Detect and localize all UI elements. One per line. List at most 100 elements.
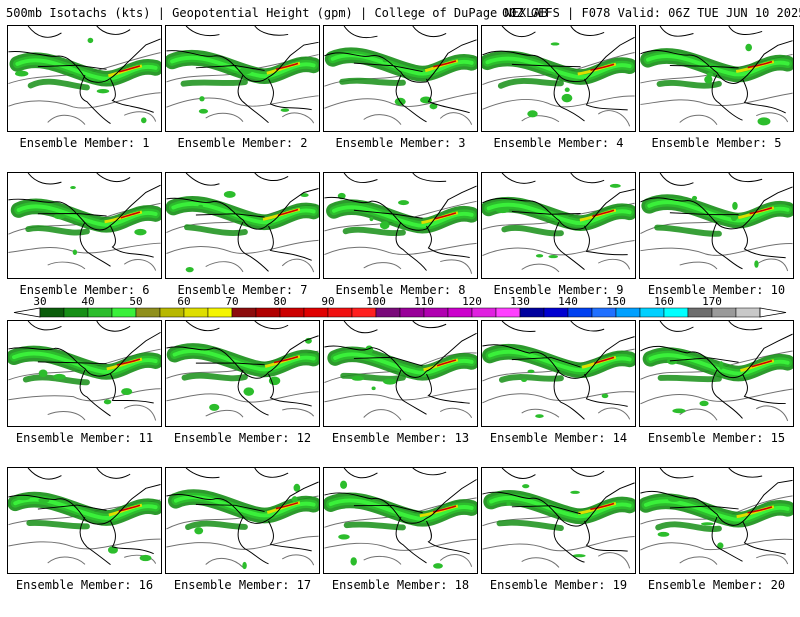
ensemble-member-map xyxy=(7,320,162,427)
ensemble-member-label: Ensemble Member: 5 xyxy=(651,136,782,150)
colorbar-segment xyxy=(735,307,761,318)
colorbar-segment xyxy=(135,307,161,318)
ensemble-member-panel: Ensemble Member: 16 xyxy=(7,467,162,617)
ensemble-member-map xyxy=(639,320,794,427)
jet-stream-isotachs xyxy=(8,491,161,562)
jet-stream-isotachs xyxy=(9,37,161,124)
ensemble-member-map xyxy=(639,172,794,279)
colorbar-tick-label: 60 xyxy=(177,295,191,308)
coastline-outline xyxy=(166,468,319,565)
colorbar-segment xyxy=(87,307,113,318)
ensemble-member-label: Ensemble Member: 15 xyxy=(647,431,786,445)
coastline-outline xyxy=(166,321,319,416)
colorbar-segment xyxy=(399,307,425,318)
title-bar: 500mb Isotachs (kts) | Geopotential Heig… xyxy=(0,0,800,24)
ensemble-member-panel: Ensemble Member: 13 xyxy=(323,320,478,470)
colorbar-segment xyxy=(255,307,281,318)
colorbar-tick-label: 70 xyxy=(225,295,239,308)
ensemble-member-label: Ensemble Member: 20 xyxy=(647,578,786,592)
ensemble-member-label: Ensemble Member: 14 xyxy=(489,431,628,445)
ensemble-member-label: Ensemble Member: 2 xyxy=(177,136,308,150)
coastline-outline xyxy=(482,321,635,420)
ensemble-member-label: Ensemble Member: 3 xyxy=(335,136,466,150)
ensemble-member-label: Ensemble Member: 7 xyxy=(177,283,308,297)
colorbar-tick-label: 50 xyxy=(129,295,143,308)
coastline-outline xyxy=(324,321,477,415)
ensemble-member-label: Ensemble Member: 13 xyxy=(331,431,470,445)
colorbar-segment xyxy=(63,307,89,318)
ensemble-member-map xyxy=(639,25,794,132)
colorbar-segment xyxy=(279,307,305,318)
colorbar-segment xyxy=(231,307,257,318)
coastline-outline xyxy=(324,26,477,123)
ensemble-member-label: Ensemble Member: 18 xyxy=(331,578,470,592)
colorbar-segment xyxy=(495,307,521,318)
colorbar-tick-label: 120 xyxy=(462,295,482,308)
jet-stream-isotachs xyxy=(483,484,635,558)
colorbar-segment xyxy=(423,307,449,318)
colorbar-segment xyxy=(591,307,617,318)
coastline-outline xyxy=(482,26,635,122)
colorbar-segment xyxy=(615,307,641,318)
colorbar-tick-label: 90 xyxy=(321,295,335,308)
jet-stream-isotachs xyxy=(8,345,161,405)
ensemble-member-map xyxy=(165,467,320,574)
ensemble-member-map xyxy=(165,172,320,279)
ensemble-member-label: Ensemble Member: 12 xyxy=(173,431,312,445)
jet-stream-isotachs xyxy=(10,186,161,255)
jet-stream-isotachs xyxy=(482,343,635,418)
colorbar-segment xyxy=(471,307,497,318)
colorbar-segment xyxy=(687,307,713,318)
jet-stream-isotachs xyxy=(482,42,635,118)
ensemble-member-map xyxy=(323,25,478,132)
colorbar-max-arrow xyxy=(759,307,787,318)
ensemble-member-map xyxy=(7,25,162,132)
colorbar-segment xyxy=(303,307,329,318)
colorbar-segment xyxy=(375,307,401,318)
coastline-outline xyxy=(482,468,635,563)
ensemble-member-panel: Ensemble Member: 5 xyxy=(639,25,794,175)
ensemble-member-map xyxy=(7,467,162,574)
colorbar-min-arrow xyxy=(13,307,41,318)
ensemble-member-map xyxy=(165,25,320,132)
ensemble-member-map xyxy=(481,25,636,132)
ensemble-member-label: Ensemble Member: 9 xyxy=(493,283,624,297)
ensemble-member-panel: Ensemble Member: 18 xyxy=(323,467,478,617)
colorbar-segment xyxy=(447,307,473,318)
coastline-outline xyxy=(640,468,793,562)
ensemble-member-label: Ensemble Member: 8 xyxy=(335,283,466,297)
ensemble-member-panel: Ensemble Member: 7 xyxy=(165,172,320,322)
coastline-outline xyxy=(8,468,161,566)
ensemble-member-label: Ensemble Member: 17 xyxy=(173,578,312,592)
colorbar-tick-label: 110 xyxy=(414,295,434,308)
coastline-outline xyxy=(640,321,793,419)
colorbar-segment xyxy=(327,307,353,318)
colorbar-segment xyxy=(183,307,209,318)
coastline-outline xyxy=(8,26,161,124)
jet-stream-isotachs xyxy=(324,480,477,569)
colorbar-tick-label: 130 xyxy=(510,295,530,308)
jet-stream-isotachs xyxy=(640,493,793,549)
ensemble-member-label: Ensemble Member: 16 xyxy=(15,578,154,592)
coastline-outline xyxy=(324,468,477,564)
colorbar-tick-label: 160 xyxy=(654,295,674,308)
jet-stream-isotachs xyxy=(326,192,477,237)
colorbar-segment xyxy=(567,307,593,318)
coastline-outline xyxy=(166,173,319,272)
jet-stream-isotachs xyxy=(640,43,793,126)
ensemble-member-map xyxy=(323,467,478,574)
ensemble-member-map xyxy=(323,172,478,279)
ensemble-member-panel: Ensemble Member: 4 xyxy=(481,25,636,175)
ensemble-panel-grid: Ensemble Member: 1 Ensemble Member: 2 Ense… xyxy=(7,25,794,592)
ensemble-member-panel: Ensemble Member: 8 xyxy=(323,172,478,322)
colorbar-segment xyxy=(639,307,665,318)
ensemble-member-map xyxy=(481,467,636,574)
colorbar-tick-label: 30 xyxy=(33,295,47,308)
ensemble-member-label: Ensemble Member: 11 xyxy=(15,431,154,445)
colorbar-segment xyxy=(39,307,65,318)
coastline-outline xyxy=(482,173,635,271)
colorbar-segment xyxy=(351,307,377,318)
ensemble-member-map xyxy=(481,172,636,279)
valid-time-title: 00Z GEFS | F078 Valid: 06Z TUE JUN 10 20… xyxy=(502,6,800,20)
ensemble-member-panel: Ensemble Member: 3 xyxy=(323,25,478,175)
